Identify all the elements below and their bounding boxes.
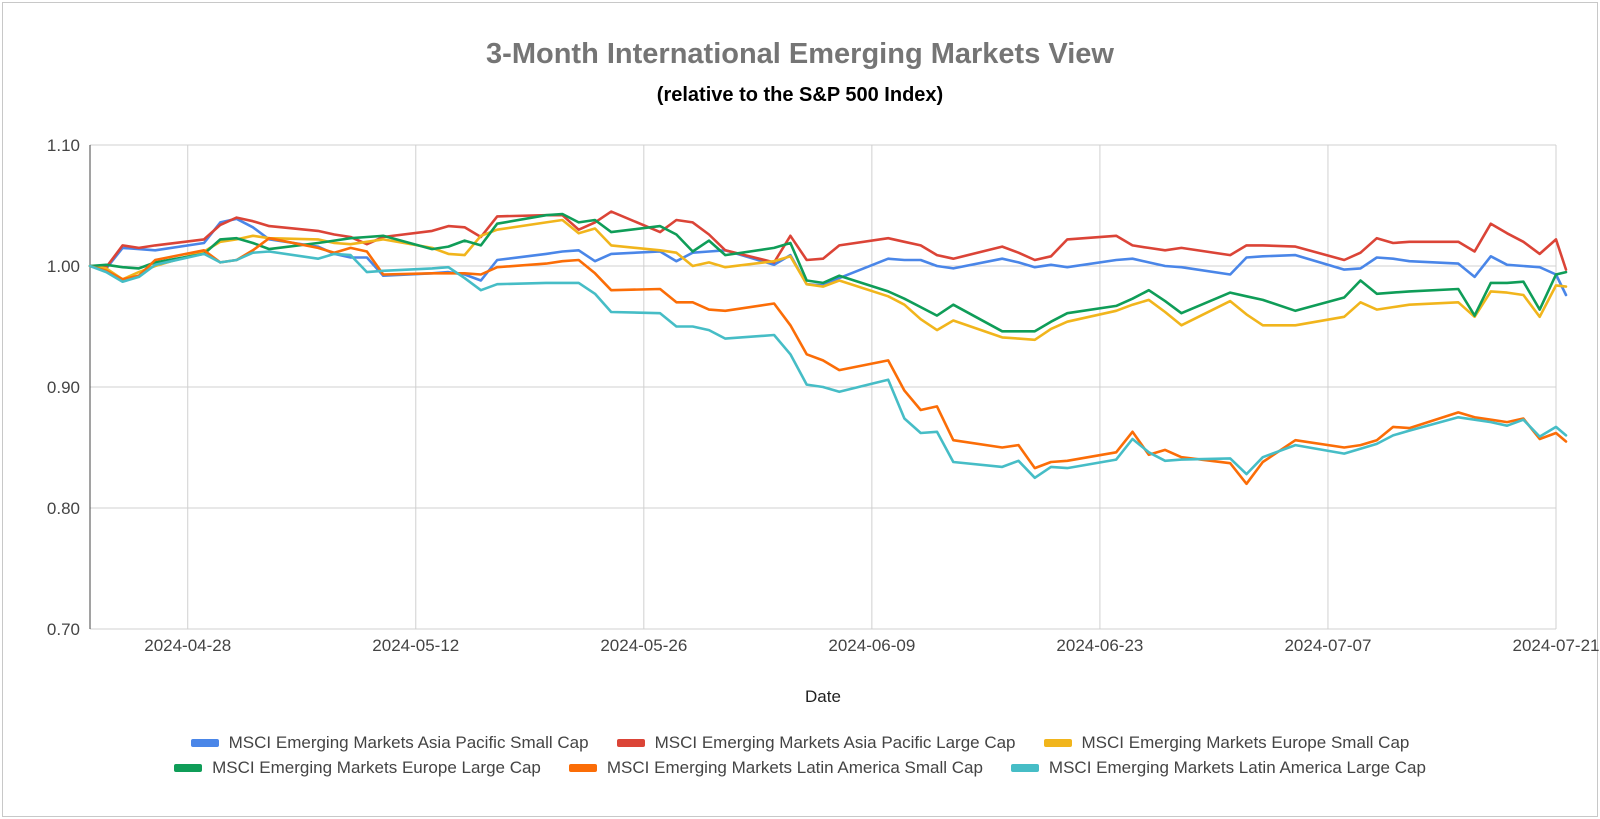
x-axis-ticks: 2024-04-28 2024-05-12 2024-05-26 2024-06-09… — [144, 636, 1599, 655]
legend-swatch — [190, 739, 219, 747]
series-line-2 — [88, 210, 1568, 271]
x-tick-label: 2024-05-12 — [372, 636, 459, 655]
legend-label: MSCI Emerging Markets Europe Small Cap — [1081, 733, 1410, 752]
y-tick-label: 0.70 — [47, 620, 80, 639]
legend-row-2: MSCI Emerging Markets Europe Large Cap MS… — [0, 758, 1600, 778]
legend-swatch — [616, 739, 645, 747]
x-tick-label: 2024-07-21 — [1513, 636, 1600, 655]
x-tick-label: 2024-06-09 — [828, 636, 915, 655]
legend-label: MSCI Emerging Markets Latin America Larg… — [1048, 758, 1426, 777]
x-tick-label: 2024-05-26 — [600, 636, 687, 655]
x-tick-label: 2024-04-28 — [144, 636, 231, 655]
legend-item: MSCI Emerging Markets Europe Large Cap — [174, 758, 541, 778]
legend-item: MSCI Emerging Markets Europe Small Cap — [1043, 733, 1410, 753]
series-lines — [88, 210, 1568, 486]
x-axis-title: Date — [805, 687, 841, 706]
legend-row-1: MSCI Emerging Markets Asia Pacific Small… — [0, 733, 1600, 753]
legend-swatch — [1010, 764, 1039, 772]
x-tick-label: 2024-07-07 — [1284, 636, 1371, 655]
legend-label: MSCI Emerging Markets Asia Pacific Small… — [228, 733, 589, 752]
legend-item: MSCI Emerging Markets Latin America Smal… — [568, 758, 983, 778]
legend-label: MSCI Emerging Markets Asia Pacific Large… — [654, 733, 1016, 752]
legend-item: MSCI Emerging Markets Latin America Larg… — [1010, 758, 1426, 778]
legend-label: MSCI Emerging Markets Europe Large Cap — [212, 758, 541, 777]
legend-swatch — [1043, 739, 1072, 747]
y-tick-label: 1.10 — [47, 136, 80, 155]
x-tick-label: 2024-06-23 — [1056, 636, 1143, 655]
legend-item: MSCI Emerging Markets Asia Pacific Small… — [190, 733, 589, 753]
y-tick-label: 1.00 — [47, 257, 80, 276]
legend-label: MSCI Emerging Markets Latin America Smal… — [606, 758, 983, 777]
y-tick-label: 0.90 — [47, 378, 80, 397]
series-line-4 — [88, 212, 1568, 333]
legend-item: MSCI Emerging Markets Asia Pacific Large… — [616, 733, 1016, 753]
chart-title: 3-Month International Emerging Markets V… — [486, 38, 1114, 70]
y-tick-label: 0.80 — [47, 499, 80, 518]
y-axis-ticks: 0.70 0.80 0.90 1.00 1.10 — [47, 136, 80, 639]
grid-lines — [89, 144, 1557, 630]
series-line-6 — [88, 250, 1568, 480]
series-line-3 — [88, 218, 1568, 342]
series-line-5 — [88, 236, 1568, 486]
chart-subtitle: (relative to the S&P 500 Index) — [656, 84, 944, 106]
legend-swatch — [174, 764, 203, 772]
legend-swatch — [568, 764, 597, 772]
